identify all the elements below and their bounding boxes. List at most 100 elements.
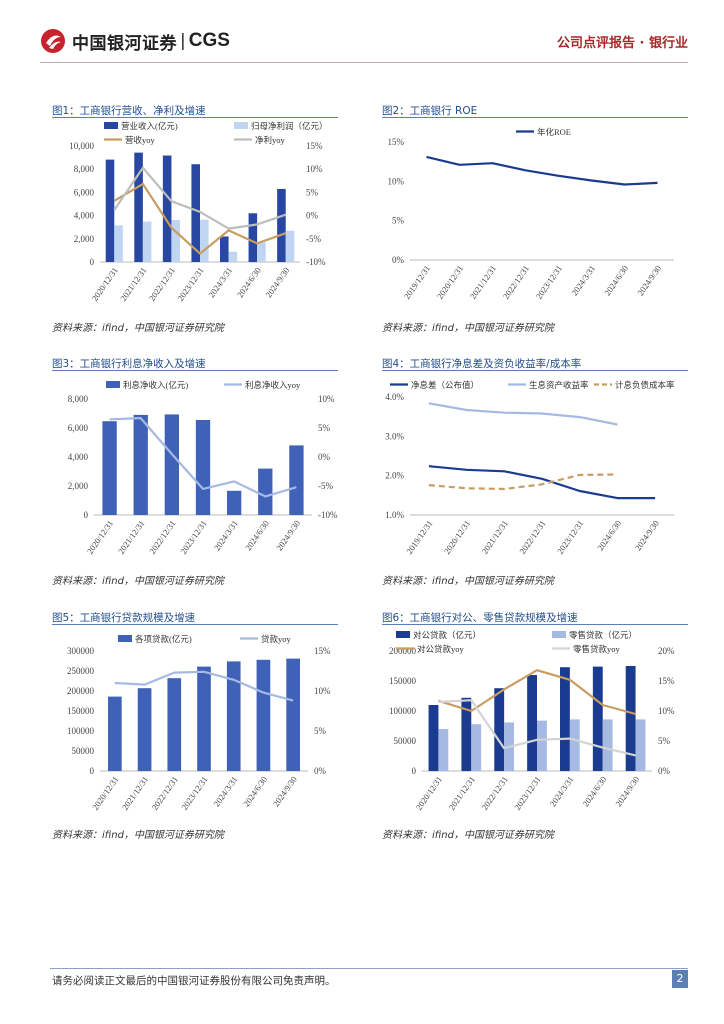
- fig6-bar: [592, 666, 603, 771]
- fig3-chart: 0 2,000 4,000 6,000 8,000 -10% -5% 0% 5% 10% 2020/…: [68, 380, 338, 556]
- fig4-left-tick-label: 4.0%: [385, 392, 404, 402]
- fig2-category-label: 2024/6/30: [602, 263, 630, 297]
- fig2-left-tick-label: 5%: [392, 216, 405, 226]
- fig3-rule: [52, 370, 338, 371]
- fig1-category-label: 2024/6/30: [235, 265, 263, 299]
- fig4-category-label: 2024/6/30: [595, 518, 623, 552]
- fig4-line: [428, 473, 618, 491]
- fig3-category-label: 2021/12/31: [116, 518, 146, 555]
- fig6-legend-label: 零售贷款（亿元）: [569, 630, 637, 640]
- fig5-category-label: 2024/6/30: [241, 774, 269, 808]
- fig1-title: 图1：工商银行营收、净利及增速: [52, 105, 206, 117]
- fig2-legend-label: 年化ROE: [537, 127, 571, 137]
- fig5-left-tick-label: 200000: [67, 686, 95, 696]
- fig5-line: [114, 670, 294, 702]
- fig2-source: 资料来源：ifind，中国银河证券研究院: [382, 323, 554, 334]
- fig6-bar: [471, 724, 482, 771]
- fig1-legend-label: 净利yoy: [255, 135, 286, 145]
- fig5-title: 图5：工商银行贷款规模及增速: [52, 612, 196, 624]
- fig6-title: 图6：工商银行对公、零售贷款规模及增速: [382, 612, 578, 624]
- fig3-left-tick-label: 4,000: [68, 452, 89, 462]
- fig5-left-tick-label: 100000: [67, 726, 95, 736]
- fig5-legend-label: 各项贷款(亿元): [135, 634, 192, 644]
- fig5-rule: [52, 624, 338, 625]
- fig6-bar: [494, 688, 505, 771]
- fig6-category-label: 2020/12/31: [414, 774, 444, 811]
- fig1-legend-label: 归母净利润（亿元）: [251, 121, 328, 131]
- fig5-category-label: 2021/12/31: [120, 774, 150, 811]
- fig3-line: [109, 416, 297, 498]
- fig3-category-label: 2024/3/31: [212, 518, 240, 552]
- fig6-legend-label: 零售贷款yoy: [573, 644, 621, 654]
- fig4-legend-label: 净息差（公布值）: [411, 380, 479, 390]
- fig5-left-tick-label: 150000: [67, 706, 95, 716]
- fig3-bar: [102, 421, 117, 515]
- fig1-left-tick-label: 2,000: [74, 234, 95, 244]
- fig1-right-tick-label: 10%: [306, 164, 323, 174]
- fig1-bar: [228, 251, 238, 262]
- fig5-bar: [286, 658, 300, 771]
- fig5-right-tick-label: 0%: [314, 766, 327, 776]
- fig6-legend-swatch: [552, 631, 566, 638]
- fig6-line: [438, 669, 636, 716]
- fig1-right-tick-label: 15%: [306, 141, 323, 151]
- fig1-line: [113, 166, 287, 230]
- fig1-bar: [285, 230, 295, 262]
- fig4-title: 图4：工商银行净息差及资负收益率/成本率: [382, 358, 582, 370]
- fig1-left-tick-label: 6,000: [74, 187, 95, 197]
- fig1-legend-label: 营收yoy: [125, 135, 156, 145]
- fig3-source: 资料来源：ifind，中国银河证券研究院: [52, 576, 224, 587]
- brand-separator: |: [180, 31, 186, 51]
- fig1-left-tick-label: 4,000: [74, 211, 95, 221]
- fig4-left-tick-label: 3.0%: [385, 431, 404, 441]
- fig1-left-tick-label: 0: [90, 257, 95, 267]
- fig2-line: [426, 155, 658, 186]
- fig6-category-label: 2024/3/31: [548, 774, 576, 808]
- fig2-category-label: 2019/12/31: [402, 263, 432, 300]
- fig6-source: 资料来源：ifind，中国银河证券研究院: [382, 830, 554, 841]
- fig1-source: 资料来源：ifind，中国银河证券研究院: [52, 323, 224, 334]
- fig1-category-label: 2024/3/31: [206, 265, 234, 299]
- fig3-left-tick-label: 0: [84, 510, 89, 520]
- fig1-bar: [142, 221, 152, 262]
- fig6-category-label: 2024/6/30: [580, 774, 608, 808]
- fig3-category-label: 2024/6/30: [243, 518, 271, 552]
- fig3-category-label: 2024/9/30: [274, 518, 302, 552]
- fig1-bar: [191, 164, 200, 262]
- fig1-bar: [171, 220, 180, 262]
- fig1-category-label: 2021/12/31: [118, 265, 148, 302]
- fig6-category-label: 2022/12/31: [479, 774, 509, 811]
- fig3-bar: [195, 419, 211, 515]
- fig6-bar: [537, 720, 547, 771]
- fig6-bar: [428, 705, 439, 771]
- fig6-left-tick-label: 150000: [389, 676, 417, 686]
- brand-logo: 中国银河证券 | CGS: [40, 28, 230, 54]
- fig6-chart: 0 50000 100000 150000 200000 0% 5% 10% 15% 20% 202…: [389, 630, 675, 812]
- fig1-bar: [105, 159, 115, 262]
- fig1-category-label: 2024/9/30: [263, 265, 291, 299]
- fig3-right-tick-label: 5%: [318, 423, 331, 433]
- fig2-category-label: 2021/12/31: [468, 263, 498, 300]
- fig3-right-tick-label: -10%: [318, 510, 338, 520]
- fig4-category-label: 2019/12/31: [404, 518, 434, 555]
- fig5-bar: [256, 659, 271, 771]
- fig1-bar: [257, 242, 266, 262]
- fig5-category-label: 2020/12/31: [90, 774, 120, 811]
- fig6-right-tick-label: 10%: [658, 706, 675, 716]
- footer-disclaimer: 请务必阅读正文最后的中国银河证券股份有限公司免责声明。: [52, 975, 336, 987]
- fig6-line: [438, 699, 636, 757]
- fig1-category-label: 2020/12/31: [90, 265, 120, 302]
- fig5-category-label: 2022/12/31: [150, 774, 180, 811]
- fig1-bar: [220, 236, 229, 262]
- fig3-bar: [164, 414, 180, 515]
- fig3-bar: [289, 445, 304, 515]
- fig1-right-tick-label: -5%: [306, 234, 321, 244]
- fig1-legend-swatch: [104, 122, 118, 129]
- fig2-category-label: 2024/9/30: [635, 263, 663, 297]
- fig3-right-tick-label: 10%: [318, 394, 335, 404]
- fig6-left-tick-label: 50000: [394, 736, 417, 746]
- fig6-category-label: 2021/12/31: [447, 774, 477, 811]
- fig6-left-tick-label: 100000: [389, 706, 417, 716]
- fig3-right-tick-label: -5%: [318, 481, 333, 491]
- fig1-rule: [52, 117, 338, 118]
